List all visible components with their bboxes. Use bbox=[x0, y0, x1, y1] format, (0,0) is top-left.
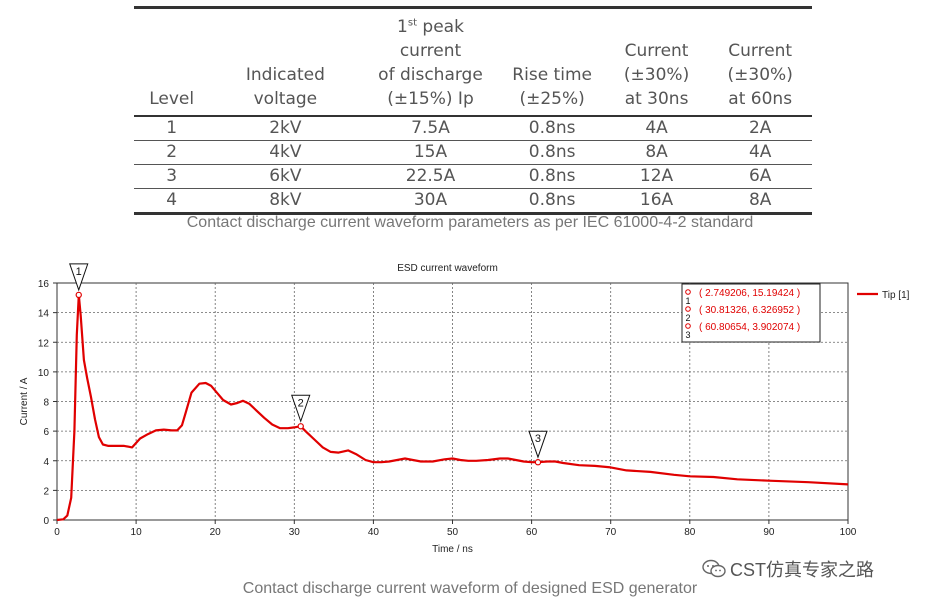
table-cell: 7.5A bbox=[361, 115, 500, 141]
table-cell: 2A bbox=[708, 115, 812, 141]
table-cell: 4kV bbox=[209, 140, 362, 165]
header-peak-current: 1st peak current of discharge (±15%) Ip bbox=[378, 16, 483, 109]
y-tick-label: 8 bbox=[43, 398, 49, 409]
y-tick-label: 0 bbox=[43, 516, 49, 527]
marker-flag bbox=[291, 394, 311, 423]
table-cell: 0.8ns bbox=[499, 140, 605, 165]
table-row: 2 4kV 15A 0.8ns 8A 4A bbox=[134, 140, 812, 165]
readout-marker-icon bbox=[685, 306, 691, 312]
table-cell: 2 bbox=[134, 140, 210, 165]
watermark-text: CST仿真专家之路 bbox=[730, 560, 874, 580]
wechat-icon bbox=[702, 559, 726, 578]
chart-title: ESD current waveform bbox=[397, 263, 498, 274]
table-cell: 4A bbox=[708, 140, 812, 165]
y-axis-label: Current / A bbox=[19, 377, 30, 425]
table-cell: 22.5A bbox=[361, 164, 500, 189]
marker-point bbox=[297, 423, 304, 430]
x-tick-label: 80 bbox=[684, 527, 696, 538]
table-cell: 30A bbox=[361, 188, 500, 215]
table-cell: 8A bbox=[604, 140, 709, 165]
readout-value: ( 60.80654, 3.902074 ) bbox=[699, 322, 800, 333]
table-cell: 0.8ns bbox=[499, 164, 605, 189]
header-current-30ns: Current (±30%) at 30ns bbox=[623, 40, 690, 109]
x-tick-label: 0 bbox=[54, 527, 60, 538]
table-cell: 3 bbox=[134, 164, 210, 189]
header-rise-time: Rise time (±25%) bbox=[512, 64, 592, 109]
x-tick-label: 40 bbox=[368, 527, 380, 538]
y-tick-label: 12 bbox=[38, 338, 50, 349]
marker-label: 2 bbox=[298, 397, 304, 409]
table-cell: 6kV bbox=[209, 164, 362, 189]
y-tick-label: 6 bbox=[43, 427, 49, 438]
marker-point bbox=[534, 459, 542, 466]
iec-parameter-table: Level Indicated voltage 1st peak current… bbox=[134, 6, 812, 215]
marker-point bbox=[75, 291, 82, 299]
marker-flag bbox=[528, 430, 548, 459]
series-line-tip-1 bbox=[56, 293, 849, 522]
y-tick-label: 14 bbox=[38, 309, 50, 320]
table-cell: 2kV bbox=[209, 115, 362, 141]
y-tick-label: 16 bbox=[38, 279, 50, 290]
header-indicated-voltage: Indicated voltage bbox=[245, 64, 325, 109]
x-tick-label: 30 bbox=[289, 527, 301, 538]
y-tick-label: 4 bbox=[43, 457, 49, 468]
readout-value: ( 2.749206, 15.19424 ) bbox=[699, 288, 800, 299]
marker-label: 1 bbox=[76, 266, 82, 278]
table-row: 3 6kV 22.5A 0.8ns 12A 6A bbox=[134, 164, 812, 189]
x-tick-label: 60 bbox=[526, 527, 538, 538]
x-tick-label: 100 bbox=[840, 527, 857, 538]
readout-index: 3 bbox=[685, 330, 690, 340]
header-level: Level bbox=[149, 88, 195, 109]
legend-label: Tip [1] bbox=[882, 290, 910, 301]
table-cell: 16A bbox=[604, 188, 709, 215]
readout-value: ( 30.81326, 6.326952 ) bbox=[699, 305, 800, 316]
readout-marker-icon bbox=[685, 289, 691, 295]
table-header-row: Level Indicated voltage 1st peak current… bbox=[134, 7, 812, 116]
watermark: CST仿真专家之路 bbox=[702, 556, 874, 582]
y-tick-label: 2 bbox=[43, 486, 49, 497]
table-cell: 0.8ns bbox=[499, 115, 605, 141]
marker-label: 3 bbox=[535, 433, 541, 445]
table-cell: 4 bbox=[134, 188, 210, 215]
readout-marker-icon bbox=[685, 323, 691, 329]
readout-index: 2 bbox=[685, 313, 690, 323]
y-tick-label: 10 bbox=[38, 368, 50, 379]
table-cell: 15A bbox=[361, 140, 500, 165]
header-current-60ns: Current (±30%) at 60ns bbox=[727, 40, 793, 109]
table-row: 4 8kV 30A 0.8ns 16A 8A bbox=[134, 188, 812, 215]
x-tick-label: 20 bbox=[210, 527, 222, 538]
marker-flag bbox=[69, 263, 89, 292]
chart-caption: Contact discharge current waveform of de… bbox=[242, 580, 698, 597]
table-row: 1 2kV 7.5A 0.8ns 4A 2A bbox=[134, 115, 812, 141]
table-cell: 4A bbox=[604, 115, 709, 141]
x-tick-label: 50 bbox=[447, 527, 459, 538]
marker-readout-box bbox=[681, 283, 821, 343]
table-cell: 6A bbox=[708, 164, 812, 189]
table-cell: 1 bbox=[134, 115, 210, 141]
x-tick-label: 10 bbox=[131, 527, 143, 538]
x-tick-label: 90 bbox=[763, 527, 775, 538]
table-cell: 12A bbox=[604, 164, 709, 189]
table-cell: 8A bbox=[708, 188, 812, 215]
table-caption: Contact discharge current waveform param… bbox=[186, 214, 754, 231]
x-axis-label: Time / ns bbox=[432, 544, 473, 555]
readout-index: 1 bbox=[685, 296, 690, 306]
table-cell: 8kV bbox=[209, 188, 362, 215]
table-cell: 0.8ns bbox=[499, 188, 605, 215]
x-tick-label: 70 bbox=[605, 527, 617, 538]
